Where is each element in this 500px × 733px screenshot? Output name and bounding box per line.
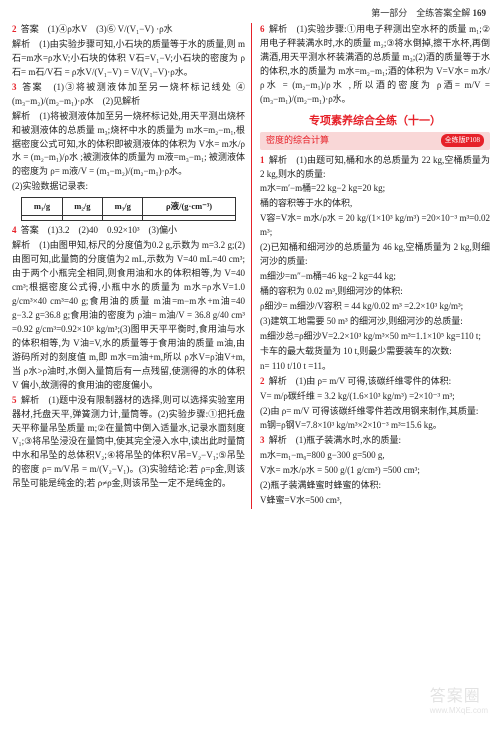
page-header: 第一部分 全练答案全解 169 — [0, 0, 500, 23]
left-column: 2 答案 (1)④ρ水V (3)⑥ V/(V₁−V) ·ρ水 解析 (1)由实验… — [12, 23, 251, 509]
watermark: 答案圈 www.MXqE.com — [430, 682, 488, 715]
r-q1-line3: V容=V水= m水/ρ水 = 20 kg/(1×10³ kg/m³) =20×1… — [260, 212, 490, 240]
q3-explain: 解析 (1)将被测液体加至另一烧杯标记处,用天平测出烧杯和被测液体的总质量 m₃… — [12, 110, 245, 180]
r-q2-line1: V= m/ρ碳纤维 = 3.2 kg/(1.6×10³ kg/m³) =2×10… — [260, 390, 490, 404]
r-q1-line11: n= 110 t/10 t =11。 — [260, 360, 490, 374]
q3-number: 3 — [12, 82, 17, 92]
th-m3: m₃/g — [103, 198, 143, 216]
q4-explain: 解析 (1)由图甲知,标尺的分度值为0.2 g,示数为 m=3.2 g;(2)由… — [12, 239, 245, 392]
section-subtitle-bar: 密度的综合计算 全练版P108 — [260, 132, 490, 150]
r-q1-line2: 桶的容积等于水的体积, — [260, 197, 490, 211]
q2-explain: 解析 (1)由实验步骤可知,小石块的质量等于水的质量,则 m石=m水=ρ水V;小… — [12, 38, 245, 80]
r-q3-line4: V蜂蜜=V水=500 cm³, — [260, 494, 490, 508]
r-q2-line2: (2)由 ρ= m/V 可得该碳纤维零件若改用钢来制作,其质量: — [260, 405, 490, 419]
q3-answer: 答案 (1)③将被测液体加至另一烧杯标记线处 ④ (m₃−m₂)/(m₂−m₁)… — [12, 82, 245, 106]
content-area: 2 答案 (1)④ρ水V (3)⑥ V/(V₁−V) ·ρ水 解析 (1)由实验… — [0, 23, 500, 509]
q5-number: 5 — [12, 395, 17, 405]
q6-explain: 解析 (1)实验步骤:①用电子秤测出空水杯的质量 m₁;②用电子秤装满水时,水的… — [260, 24, 490, 104]
r-q1-number: 1 — [260, 155, 265, 165]
part-label: 第一部分 全练答案全解 — [371, 8, 470, 18]
th-rho: ρ液/(g·cm⁻³) — [143, 198, 235, 216]
right-column: 6 解析 (1)实验步骤:①用电子秤测出空水杯的质量 m₁;②用电子秤装满水时,… — [251, 23, 490, 509]
q4-number: 4 — [12, 225, 17, 235]
q4-answer: 答案 (1)3.2 (2)40 0.92×10³ (3)偏小 — [21, 225, 177, 235]
r-q3-line3: (2)瓶子装满蜂蜜时蜂蜜的体积: — [260, 479, 490, 493]
q3-extra: (2)实验数据记录表: — [12, 180, 245, 194]
watermark-sub: www.MXqE.com — [430, 706, 488, 715]
r-q1-line6: 桶的容积为 0.02 m³,则细河沙的体积: — [260, 285, 490, 299]
q3-table: m₁/g m₂/g m₃/g ρ液/(g·cm⁻³) — [21, 197, 235, 221]
watermark-main: 答案圈 — [430, 688, 481, 705]
section-page-tag: 全练版P108 — [441, 134, 484, 147]
q2-number: 2 — [12, 24, 17, 34]
r-q1-line1: m水=m′−m桶=22 kg−2 kg=20 kg; — [260, 182, 490, 196]
r-q3-line2: V水= m水/ρ水 = 500 g/(1 g/cm³) =500 cm³; — [260, 464, 490, 478]
r-q1-line9: m细沙总=ρ细沙V=2.2×10³ kg/m³×50 m³=1.1×10⁵ kg… — [260, 330, 490, 344]
r-q1-line5: m细沙=m″−m桶=46 kg−2 kg=44 kg; — [260, 270, 490, 284]
cell — [22, 216, 62, 221]
q6-number: 6 — [260, 24, 265, 34]
table-row — [22, 216, 235, 221]
cell — [103, 216, 143, 221]
th-m1: m₁/g — [22, 198, 62, 216]
r-q1-line4: (2)已知桶和细河沙的总质量为 46 kg,空桶质量为 2 kg,则细河沙的质量… — [260, 241, 490, 269]
r-q2-number: 2 — [260, 376, 265, 386]
q5-explain: 解析 (1)题中没有限制器材的选择,则可以选择实验室用器材,托盘天平,弹簧测力计… — [12, 395, 245, 489]
page-number: 169 — [473, 8, 487, 18]
r-q1-line0: 解析 (1)由题可知,桶和水的总质量为 22 kg,空桶质量为 2 kg,则水的… — [260, 155, 490, 179]
r-q3-line0: 解析 (1)瓶子装满水时,水的质量: — [269, 435, 401, 445]
section-title: 专项素养综合全练（十一） — [260, 113, 490, 130]
cell — [143, 216, 235, 221]
r-q1-line8: (3)建筑工地需要 50 m³ 的细河沙,则细河沙的总质量: — [260, 315, 490, 329]
r-q1-line10: 卡车的最大载货量为 10 t,则最少需要装车的次数: — [260, 345, 490, 359]
cell — [62, 216, 102, 221]
th-m2: m₂/g — [62, 198, 102, 216]
table-header-row: m₁/g m₂/g m₃/g ρ液/(g·cm⁻³) — [22, 198, 235, 216]
q2-answer: 答案 (1)④ρ水V (3)⑥ V/(V₁−V) ·ρ水 — [21, 24, 173, 34]
r-q2-line0: 解析 (1)由 ρ= m/V 可得,该碳纤维零件的体积: — [269, 376, 451, 386]
r-q2-line3: m钢=ρ钢V=7.8×10³ kg/m³×2×10⁻³ m³=15.6 kg。 — [260, 419, 490, 433]
section-subtitle: 密度的综合计算 — [266, 134, 329, 148]
r-q3-number: 3 — [260, 435, 265, 445]
r-q1-line7: ρ细沙= m细沙/V容积 = 44 kg/0.02 m³ =2.2×10³ kg… — [260, 300, 490, 314]
r-q3-line1: m水=m₁−m₀=800 g−300 g=500 g, — [260, 449, 490, 463]
